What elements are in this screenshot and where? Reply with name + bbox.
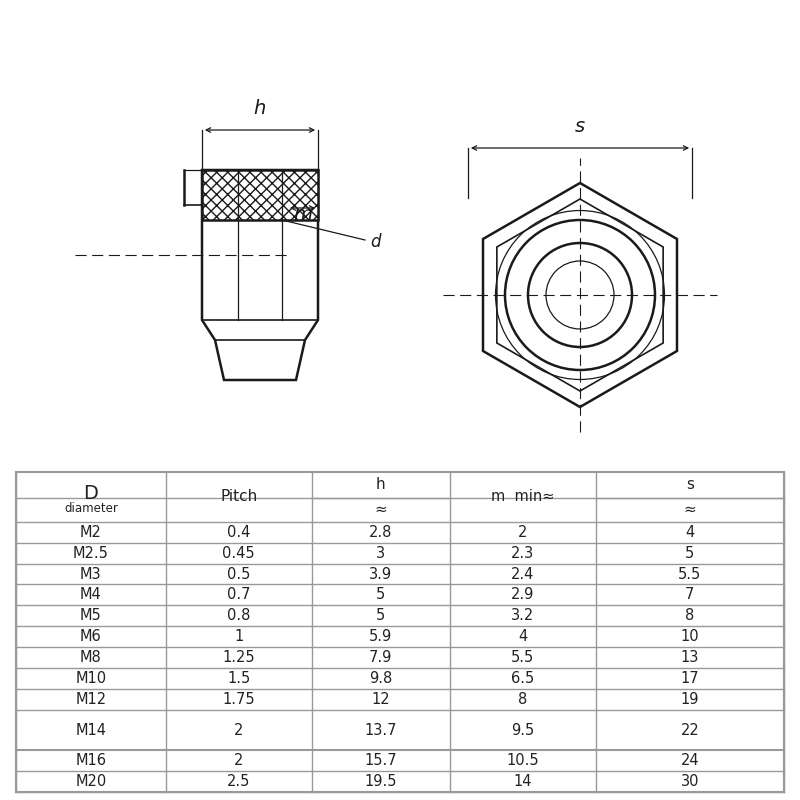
Text: M20: M20	[75, 774, 106, 789]
Text: m: m	[293, 205, 312, 224]
Text: 1.25: 1.25	[222, 650, 255, 666]
Polygon shape	[483, 183, 677, 407]
Polygon shape	[202, 170, 318, 380]
Text: D: D	[83, 484, 98, 503]
Text: 1: 1	[234, 630, 243, 644]
Text: h: h	[254, 99, 266, 118]
Circle shape	[546, 261, 614, 329]
Text: 7.9: 7.9	[369, 650, 393, 666]
Text: s: s	[686, 478, 694, 492]
Text: ≈: ≈	[374, 502, 387, 517]
Text: 0.45: 0.45	[222, 546, 255, 561]
Text: M3: M3	[80, 566, 102, 582]
Text: 22: 22	[681, 722, 699, 738]
Text: 10: 10	[681, 630, 699, 644]
Text: 8: 8	[518, 692, 527, 707]
Text: 14: 14	[514, 774, 532, 789]
Text: 5: 5	[376, 587, 386, 602]
Polygon shape	[497, 199, 663, 391]
Text: 3: 3	[376, 546, 386, 561]
Text: 24: 24	[681, 753, 699, 768]
Text: 9.5: 9.5	[511, 722, 534, 738]
Text: M4: M4	[80, 587, 102, 602]
Text: 4: 4	[518, 630, 527, 644]
Text: 2.9: 2.9	[511, 587, 534, 602]
Text: 0.5: 0.5	[227, 566, 250, 582]
Text: 0.7: 0.7	[227, 587, 250, 602]
Text: M16: M16	[75, 753, 106, 768]
Text: 12: 12	[371, 692, 390, 707]
Text: 7: 7	[686, 587, 694, 602]
Text: 1.5: 1.5	[227, 671, 250, 686]
Text: 13.7: 13.7	[365, 722, 397, 738]
Text: 5.9: 5.9	[369, 630, 393, 644]
Text: 4: 4	[686, 525, 694, 539]
Text: s: s	[575, 117, 585, 136]
Text: 3.2: 3.2	[511, 609, 534, 623]
Text: 19.5: 19.5	[365, 774, 397, 789]
Text: diameter: diameter	[64, 502, 118, 514]
Text: M14: M14	[75, 722, 106, 738]
Text: 5: 5	[686, 546, 694, 561]
Text: 13: 13	[681, 650, 699, 666]
Text: M8: M8	[80, 650, 102, 666]
Text: h: h	[376, 478, 386, 492]
Text: 2.3: 2.3	[511, 546, 534, 561]
Text: 1.75: 1.75	[222, 692, 255, 707]
Text: 2.4: 2.4	[511, 566, 534, 582]
Text: 15.7: 15.7	[365, 753, 397, 768]
Text: 10.5: 10.5	[506, 753, 539, 768]
Polygon shape	[202, 170, 318, 220]
Text: M12: M12	[75, 692, 106, 707]
Text: 8: 8	[686, 609, 694, 623]
Text: m  min≈: m min≈	[491, 490, 554, 504]
Text: Pitch: Pitch	[220, 490, 258, 504]
Text: 6.5: 6.5	[511, 671, 534, 686]
Text: 2.8: 2.8	[369, 525, 393, 539]
Text: 5.5: 5.5	[511, 650, 534, 666]
Text: 0.8: 0.8	[227, 609, 250, 623]
Text: 2: 2	[234, 753, 243, 768]
Text: 5: 5	[376, 609, 386, 623]
Text: M2.5: M2.5	[73, 546, 109, 561]
Text: 30: 30	[681, 774, 699, 789]
Text: M2: M2	[80, 525, 102, 539]
Text: 19: 19	[681, 692, 699, 707]
Text: 0.4: 0.4	[227, 525, 250, 539]
Text: ≈: ≈	[683, 502, 696, 517]
Text: 2: 2	[518, 525, 527, 539]
Text: 5.5: 5.5	[678, 566, 702, 582]
Text: 9.8: 9.8	[369, 671, 393, 686]
Text: M5: M5	[80, 609, 102, 623]
Text: d: d	[370, 233, 381, 251]
Text: M6: M6	[80, 630, 102, 644]
Text: 2.5: 2.5	[227, 774, 250, 789]
Text: 3.9: 3.9	[370, 566, 392, 582]
Text: M10: M10	[75, 671, 106, 686]
Text: 17: 17	[681, 671, 699, 686]
Text: 2: 2	[234, 722, 243, 738]
